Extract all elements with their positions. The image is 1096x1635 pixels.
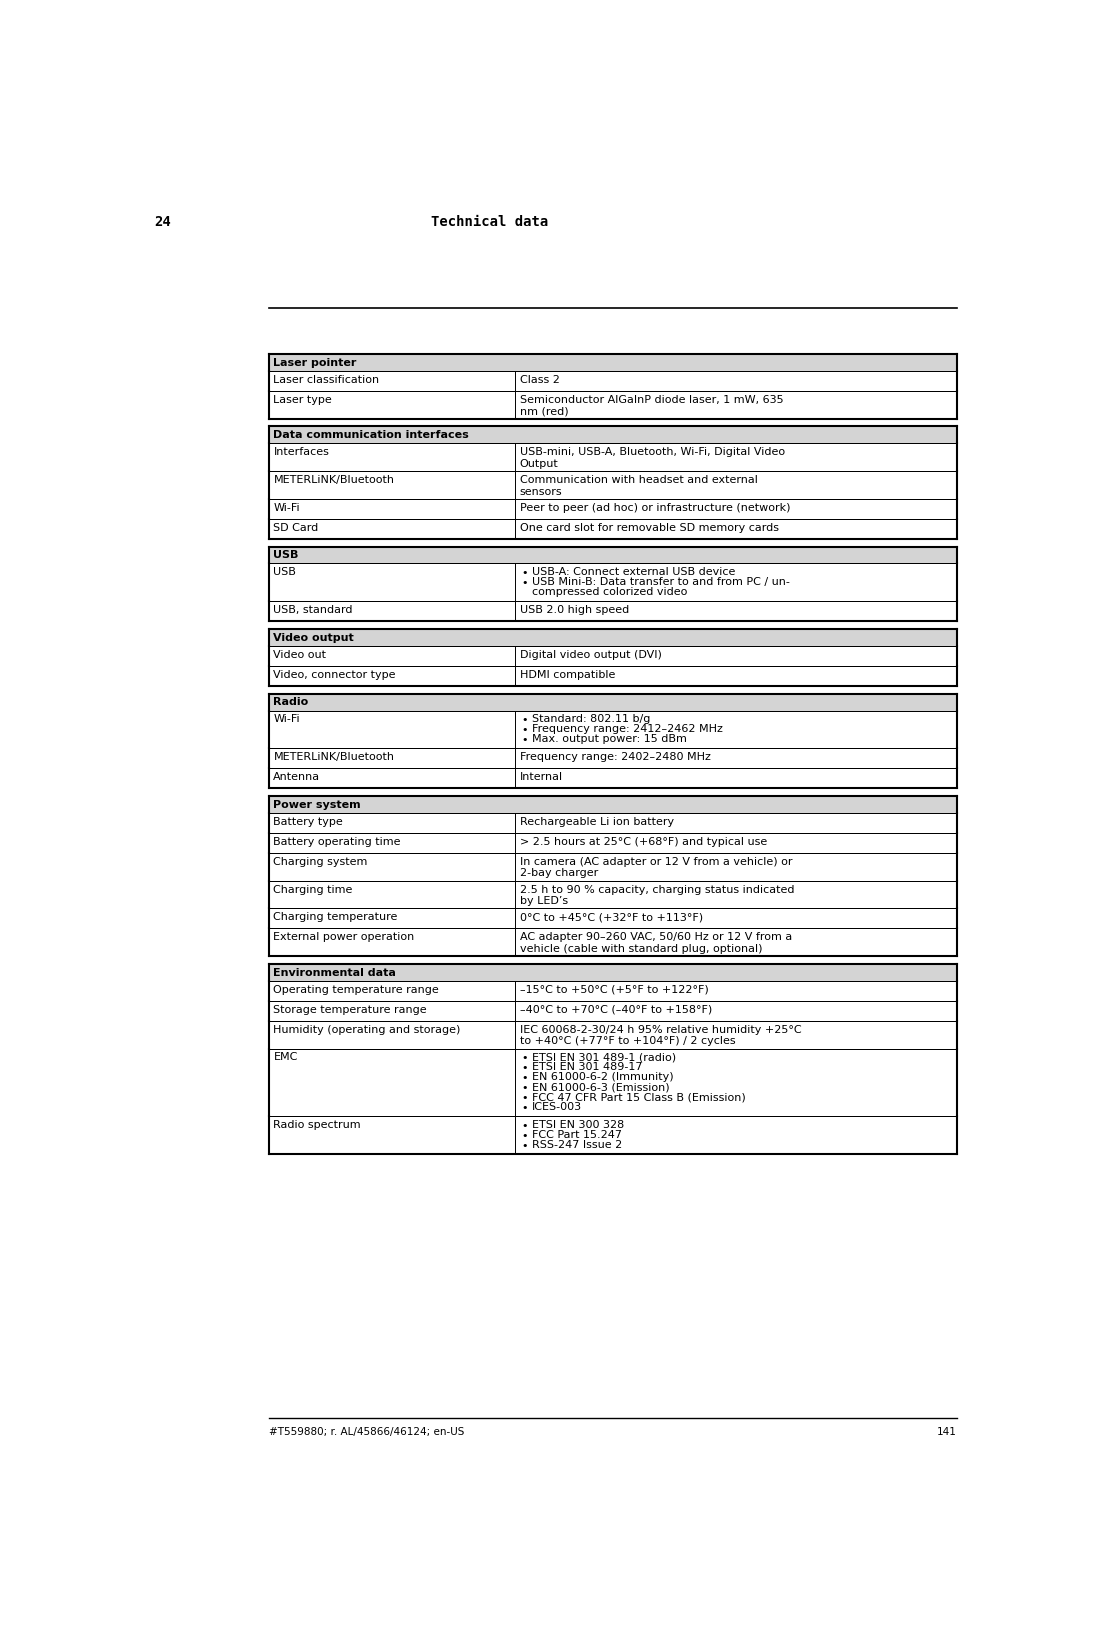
- Text: Frequency range: 2402–2480 MHz: Frequency range: 2402–2480 MHz: [520, 752, 710, 762]
- Text: METERLiNK/Bluetooth: METERLiNK/Bluetooth: [273, 752, 395, 762]
- Text: EMC: EMC: [273, 1053, 298, 1063]
- Text: ETSI EN 301 489-17: ETSI EN 301 489-17: [533, 1063, 642, 1073]
- Text: •: •: [522, 1120, 528, 1130]
- Text: USB-mini, USB-A, Bluetooth, Wi-Fi, Digital Video
Output: USB-mini, USB-A, Bluetooth, Wi-Fi, Digit…: [520, 448, 785, 469]
- Text: Power system: Power system: [273, 800, 361, 809]
- Text: 0°C to +45°C (+32°F to +113°F): 0°C to +45°C (+32°F to +113°F): [520, 912, 703, 922]
- Text: Laser classification: Laser classification: [273, 374, 379, 384]
- Text: One card slot for removable SD memory cards: One card slot for removable SD memory ca…: [520, 523, 779, 533]
- Bar: [269, 427, 957, 443]
- Bar: [269, 965, 957, 981]
- Text: •: •: [522, 567, 528, 577]
- Text: Video output: Video output: [273, 633, 354, 643]
- Text: ETSI EN 300 328: ETSI EN 300 328: [533, 1120, 625, 1130]
- Text: 2.5 h to 90 % capacity, charging status indicated
by LED’s: 2.5 h to 90 % capacity, charging status …: [520, 885, 795, 906]
- Text: Operating temperature range: Operating temperature range: [273, 984, 439, 994]
- Text: IEC 60068-2-30/24 h 95% relative humidity +25°C
to +40°C (+77°F to +104°F) / 2 c: IEC 60068-2-30/24 h 95% relative humidit…: [520, 1025, 801, 1046]
- Text: USB, standard: USB, standard: [273, 605, 353, 615]
- Text: Antenna: Antenna: [273, 772, 320, 782]
- Text: METERLiNK/Bluetooth: METERLiNK/Bluetooth: [273, 474, 395, 486]
- Text: Peer to peer (ad hoc) or infrastructure (network): Peer to peer (ad hoc) or infrastructure …: [520, 502, 790, 513]
- Text: Video out: Video out: [273, 649, 327, 661]
- Text: Charging time: Charging time: [273, 885, 353, 894]
- Text: Semiconductor AlGaInP diode laser, 1 mW, 635
nm (red): Semiconductor AlGaInP diode laser, 1 mW,…: [520, 396, 784, 417]
- Text: Technical data: Technical data: [432, 216, 549, 229]
- Text: USB: USB: [273, 551, 299, 561]
- Text: USB 2.0 high speed: USB 2.0 high speed: [520, 605, 629, 615]
- Text: Video, connector type: Video, connector type: [273, 670, 396, 680]
- Text: Laser type: Laser type: [273, 396, 332, 405]
- Text: •: •: [522, 714, 528, 724]
- Text: Radio: Radio: [273, 698, 309, 708]
- Text: •: •: [522, 1130, 528, 1141]
- Text: •: •: [522, 1053, 528, 1063]
- Text: USB: USB: [273, 567, 296, 577]
- Text: Charging system: Charging system: [273, 857, 368, 867]
- Bar: [269, 546, 957, 564]
- Text: Communication with headset and external
sensors: Communication with headset and external …: [520, 474, 757, 497]
- Text: 24: 24: [155, 216, 171, 229]
- Text: Laser pointer: Laser pointer: [273, 358, 357, 368]
- Text: Charging temperature: Charging temperature: [273, 912, 398, 922]
- Text: Humidity (operating and storage): Humidity (operating and storage): [273, 1025, 460, 1035]
- Text: ICES-003: ICES-003: [533, 1102, 582, 1112]
- Text: Radio spectrum: Radio spectrum: [273, 1120, 361, 1130]
- Text: Interfaces: Interfaces: [273, 448, 329, 458]
- Text: Environmental data: Environmental data: [273, 968, 397, 978]
- Text: •: •: [522, 1063, 528, 1073]
- Bar: [269, 693, 957, 711]
- Text: –15°C to +50°C (+5°F to +122°F): –15°C to +50°C (+5°F to +122°F): [520, 984, 709, 994]
- Text: –40°C to +70°C (–40°F to +158°F): –40°C to +70°C (–40°F to +158°F): [520, 1004, 712, 1015]
- Bar: [269, 796, 957, 813]
- Text: Battery operating time: Battery operating time: [273, 837, 401, 847]
- Text: AC adapter 90–260 VAC, 50/60 Hz or 12 V from a
vehicle (cable with standard plug: AC adapter 90–260 VAC, 50/60 Hz or 12 V …: [520, 932, 792, 953]
- Text: > 2.5 hours at 25°C (+68°F) and typical use: > 2.5 hours at 25°C (+68°F) and typical …: [520, 837, 767, 847]
- Text: Digital video output (DVI): Digital video output (DVI): [520, 649, 662, 661]
- Text: •: •: [522, 577, 528, 587]
- Text: Max. output power: 15 dBm: Max. output power: 15 dBm: [533, 734, 687, 744]
- Text: Wi-Fi: Wi-Fi: [273, 714, 300, 724]
- Text: •: •: [522, 1141, 528, 1151]
- Text: USB Mini-B: Data transfer to and from PC / un-: USB Mini-B: Data transfer to and from PC…: [533, 577, 790, 587]
- Text: FCC 47 CFR Part 15 Class B (Emission): FCC 47 CFR Part 15 Class B (Emission): [533, 1092, 746, 1102]
- Text: •: •: [522, 1092, 528, 1104]
- Text: In camera (AC adapter or 12 V from a vehicle) or
2-bay charger: In camera (AC adapter or 12 V from a veh…: [520, 857, 792, 878]
- Text: Internal: Internal: [520, 772, 563, 782]
- Text: #T559880; r. AL/45866/46124; en-US: #T559880; r. AL/45866/46124; en-US: [269, 1427, 464, 1437]
- Text: •: •: [522, 1082, 528, 1092]
- Text: USB-A: Connect external USB device: USB-A: Connect external USB device: [533, 567, 735, 577]
- Bar: [269, 355, 957, 371]
- Text: 141: 141: [937, 1427, 957, 1437]
- Text: Battery type: Battery type: [273, 818, 343, 827]
- Text: RSS-247 Issue 2: RSS-247 Issue 2: [533, 1140, 623, 1149]
- Text: Rechargeable Li ion battery: Rechargeable Li ion battery: [520, 818, 674, 827]
- Text: Class 2: Class 2: [520, 374, 560, 384]
- Text: EN 61000-6-2 (Immunity): EN 61000-6-2 (Immunity): [533, 1073, 674, 1082]
- Text: Data communication interfaces: Data communication interfaces: [273, 430, 469, 440]
- Text: compressed colorized video: compressed colorized video: [533, 587, 687, 597]
- Text: Frequency range: 2412–2462 MHz: Frequency range: 2412–2462 MHz: [533, 724, 723, 734]
- Text: External power operation: External power operation: [273, 932, 414, 942]
- Text: SD Card: SD Card: [273, 523, 319, 533]
- Text: •: •: [522, 1104, 528, 1113]
- Text: •: •: [522, 1073, 528, 1082]
- Text: FCC Part 15.247: FCC Part 15.247: [533, 1130, 623, 1140]
- Text: •: •: [522, 724, 528, 734]
- Text: HDMI compatible: HDMI compatible: [520, 670, 615, 680]
- Text: Standard: 802.11 b/g: Standard: 802.11 b/g: [533, 714, 651, 724]
- Text: Storage temperature range: Storage temperature range: [273, 1004, 427, 1015]
- Bar: [269, 629, 957, 646]
- Text: EN 61000-6-3 (Emission): EN 61000-6-3 (Emission): [533, 1082, 670, 1092]
- Text: ETSI EN 301 489-1 (radio): ETSI EN 301 489-1 (radio): [533, 1053, 676, 1063]
- Text: •: •: [522, 734, 528, 746]
- Text: Wi-Fi: Wi-Fi: [273, 502, 300, 513]
